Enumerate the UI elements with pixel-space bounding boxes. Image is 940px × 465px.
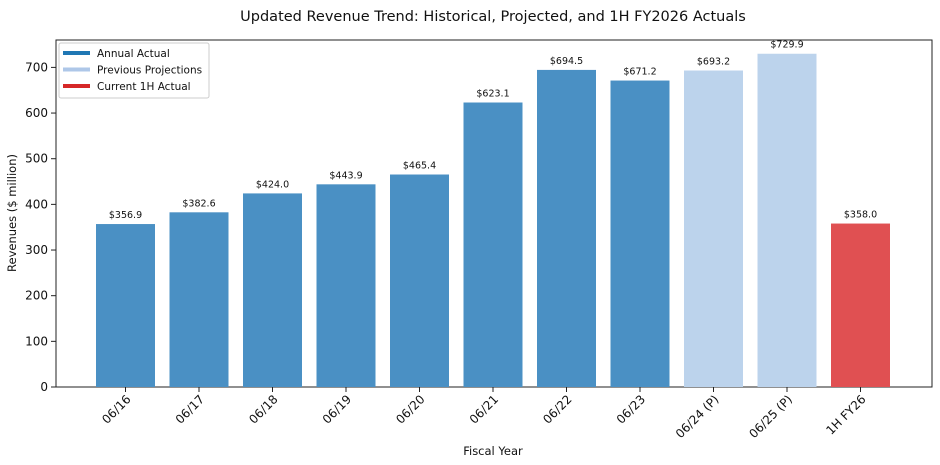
bar-06-24-p <box>684 70 743 387</box>
bar-value-label: $693.2 <box>697 56 730 67</box>
legend: Annual Actual Previous Projections Current… <box>58 42 210 99</box>
y-axis-ticks: 0 100 200 300 400 500 600 700 <box>25 60 56 394</box>
y-axis-label: Revenues ($ million) <box>5 154 19 272</box>
bar-value-label: $356.9 <box>109 210 142 221</box>
x-tick-label: 06/24 (P) <box>673 392 722 441</box>
bar-06-18 <box>243 193 302 387</box>
bar-06-21 <box>463 102 523 387</box>
x-tick-label: 06/16 <box>99 392 133 426</box>
bar-series: $356.9 $382.6 $424.0 $443.9 $465.4 $623.1 $694… <box>96 40 890 388</box>
bar-value-label: $358.0 <box>844 210 877 221</box>
legend-label: Annual Actual <box>97 48 170 60</box>
legend-label: Current 1H Actual <box>97 81 191 93</box>
bar-1h-fy26 <box>831 223 890 387</box>
x-tick-label: 1H FY26 <box>823 392 868 437</box>
bar-06-19 <box>316 184 376 387</box>
x-tick-label: 06/19 <box>320 392 354 426</box>
x-tick-label: 06/21 <box>467 392 501 426</box>
bar-06-25-p <box>757 53 817 387</box>
bar-06-17 <box>169 212 229 387</box>
chart-title: Updated Revenue Trend: Historical, Proje… <box>240 9 746 25</box>
y-tick-label: 700 <box>25 60 48 74</box>
x-tick-label: 06/18 <box>246 392 280 426</box>
bar-value-label: $729.9 <box>770 40 803 51</box>
y-tick-label: 200 <box>25 289 48 303</box>
y-tick-label: 400 <box>25 197 48 211</box>
bar-value-label: $465.4 <box>403 161 436 172</box>
bar-06-23 <box>610 80 670 387</box>
y-tick-label: 300 <box>25 243 48 257</box>
bar-value-label: $382.6 <box>182 198 215 209</box>
legend-box <box>58 42 210 99</box>
y-tick-label: 500 <box>25 152 48 166</box>
x-tick-label: 06/17 <box>173 392 207 426</box>
legend-label: Previous Projections <box>97 65 202 77</box>
bar-value-label: $671.2 <box>623 67 656 78</box>
bar-06-22 <box>537 69 596 388</box>
bar-06-16 <box>96 224 155 387</box>
x-tick-label: 06/25 (P) <box>746 392 795 441</box>
x-tick-label: 06/20 <box>393 392 427 426</box>
y-tick-label: 100 <box>25 334 48 348</box>
y-tick-label: 0 <box>40 380 48 394</box>
bar-value-label: $694.5 <box>550 56 583 67</box>
bar-value-label: $443.9 <box>329 170 362 181</box>
bar-06-20 <box>390 174 449 387</box>
x-axis-label: Fiscal Year <box>463 444 523 458</box>
y-tick-label: 600 <box>25 106 48 120</box>
x-tick-label: 06/22 <box>540 392 574 426</box>
x-axis-ticks: 06/16 06/17 06/18 06/19 06/20 06/21 06/22 06/23… <box>99 387 869 441</box>
bar-value-label: $424.0 <box>256 179 289 190</box>
bar-value-label: $623.1 <box>476 89 509 100</box>
x-tick-label: 06/23 <box>614 392 648 426</box>
